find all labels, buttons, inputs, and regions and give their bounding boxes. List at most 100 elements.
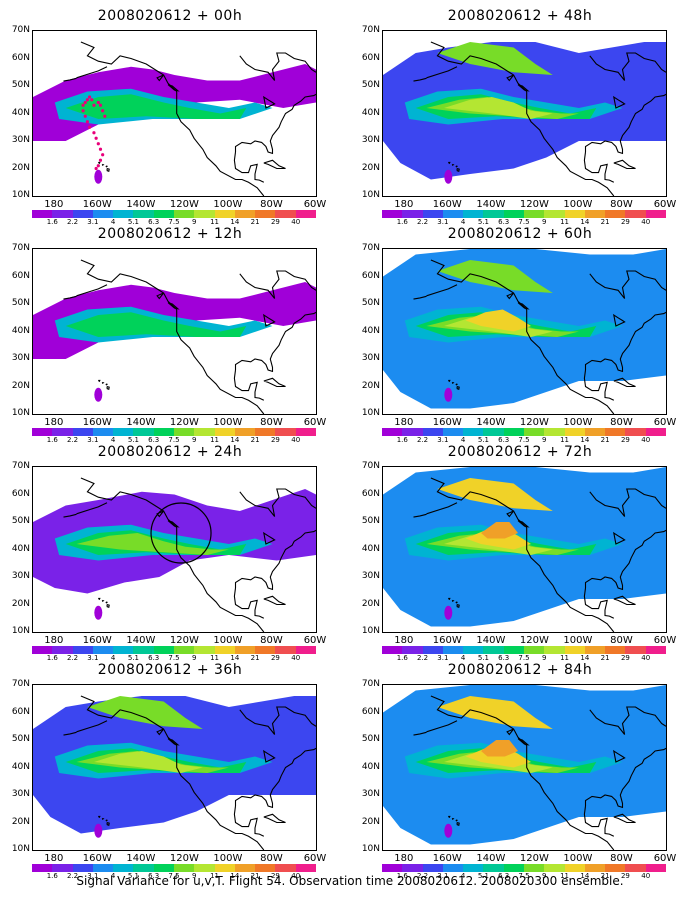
coastline — [589, 706, 666, 735]
colorbar-swatch — [645, 428, 666, 436]
coastline — [583, 805, 615, 837]
colorbar — [32, 864, 316, 872]
colorbar-swatch — [544, 864, 565, 872]
coastline — [451, 163, 455, 167]
colorbar-tick-label: 6.3 — [148, 872, 160, 880]
map-plot-area — [382, 684, 667, 851]
colorbar-tick-label: 3.1 — [437, 218, 449, 226]
coastline — [156, 74, 165, 82]
colorbar-tick-label: 40 — [291, 654, 301, 662]
colorbar-swatch — [194, 864, 215, 872]
flight-track-point — [85, 120, 90, 124]
coastline — [517, 302, 530, 310]
coastline — [613, 595, 636, 606]
longitude-tick-label: 120W — [519, 417, 549, 428]
longitude-tick-label: 120W — [169, 853, 199, 864]
colorbar-swatch — [605, 428, 626, 436]
coastline — [105, 819, 109, 822]
coastline — [517, 84, 530, 92]
longitude-tick-label: 120W — [169, 199, 199, 210]
colorbar-tick-label: 40 — [291, 218, 301, 226]
colorbar-tick-label: 40 — [641, 872, 651, 880]
colorbar-tick-label: 5.1 — [127, 872, 139, 880]
coastline — [447, 597, 451, 601]
colorbar-swatch — [483, 864, 504, 872]
longitude-tick-label: 120W — [519, 635, 549, 646]
colorbar-swatch — [133, 864, 154, 872]
coastline — [63, 77, 77, 82]
variance-map — [33, 695, 316, 850]
coastline — [447, 161, 451, 165]
coastline — [76, 66, 108, 79]
coastline — [167, 738, 180, 746]
coastline — [76, 720, 108, 733]
colorbar-swatch — [402, 646, 423, 654]
colorbar-tick-label: 7.5 — [518, 218, 530, 226]
coastline — [167, 302, 180, 310]
colorbar-swatch — [422, 646, 443, 654]
colorbar-tick-label: 3.1 — [87, 872, 99, 880]
coastline — [589, 488, 666, 517]
colorbar-tick-label: 40 — [641, 654, 651, 662]
colorbar-swatch — [194, 210, 215, 218]
flight-track-point — [92, 103, 96, 107]
coastline — [80, 477, 265, 632]
colorbar-tick-label: 2.2 — [66, 436, 79, 444]
colorbar-tick-label: 11 — [210, 218, 220, 226]
flight-track-point — [103, 114, 107, 118]
coastline — [106, 167, 110, 173]
colorbar-tick-label: 3.1 — [437, 872, 449, 880]
longitude-tick-label: 100W — [563, 199, 593, 210]
colorbar-tick-label: 1.6 — [46, 218, 58, 226]
longitude-tick-label: 120W — [519, 199, 549, 210]
colorbar-tick-label: 4 — [460, 654, 466, 662]
coastline — [97, 815, 101, 819]
colorbar — [382, 428, 666, 436]
coastline — [263, 95, 276, 109]
map-plot-area — [382, 466, 667, 633]
colorbar-tick-label: 40 — [291, 436, 301, 444]
coastline — [234, 529, 316, 591]
colorbar-swatch — [564, 864, 585, 872]
colorbar-tick-label: 7.5 — [168, 218, 180, 226]
longitude-tick-label: 140W — [126, 417, 156, 428]
colorbar-tick-label: 9 — [192, 654, 197, 662]
panel-title: 2008020612 + 84h — [447, 662, 593, 678]
longitude-tick-label: 100W — [563, 853, 593, 864]
colorbar-tick-label: 11 — [210, 872, 220, 880]
colorbar-tick-label: 4 — [460, 218, 466, 226]
coastline — [426, 720, 458, 733]
colorbar-swatch — [295, 210, 316, 218]
coastline — [413, 731, 427, 736]
latitude-tick-label: 50N — [11, 298, 30, 308]
colorbar-tick-label: 11 — [560, 218, 570, 226]
variance-spot — [94, 169, 103, 184]
longitude-tick-label: 160W — [82, 199, 112, 210]
colorbar-swatch — [214, 864, 235, 872]
variance-map — [383, 467, 666, 632]
colorbar-tick-label: 2.2 — [416, 654, 429, 662]
variance-spot — [94, 387, 103, 402]
panel-title: 2008020612 + 00h — [97, 8, 243, 24]
coastline — [63, 295, 77, 300]
colorbar-swatch — [234, 864, 256, 872]
colorbar-tick-label: 6.3 — [498, 654, 510, 662]
colorbar-swatch — [564, 646, 585, 654]
variance-map — [383, 249, 666, 414]
colorbar-swatch — [52, 210, 73, 218]
map-plot-area — [382, 30, 667, 197]
variance-core — [65, 312, 247, 337]
colorbar-swatch — [544, 428, 565, 436]
colorbar-tick-label: 3.1 — [437, 654, 449, 662]
colorbar-swatch — [234, 210, 256, 218]
colorbar-tick-label: 14 — [580, 436, 590, 444]
coastline — [263, 159, 286, 170]
flight-track-point — [98, 103, 103, 107]
colorbar-swatch — [503, 210, 524, 218]
colorbar-swatch — [442, 646, 464, 654]
coastline — [430, 259, 615, 414]
colorbar-swatch — [564, 210, 585, 218]
coastline — [263, 313, 276, 327]
colorbar-tick-label: 21 — [600, 218, 610, 226]
colorbar-tick-label: 4 — [110, 436, 116, 444]
